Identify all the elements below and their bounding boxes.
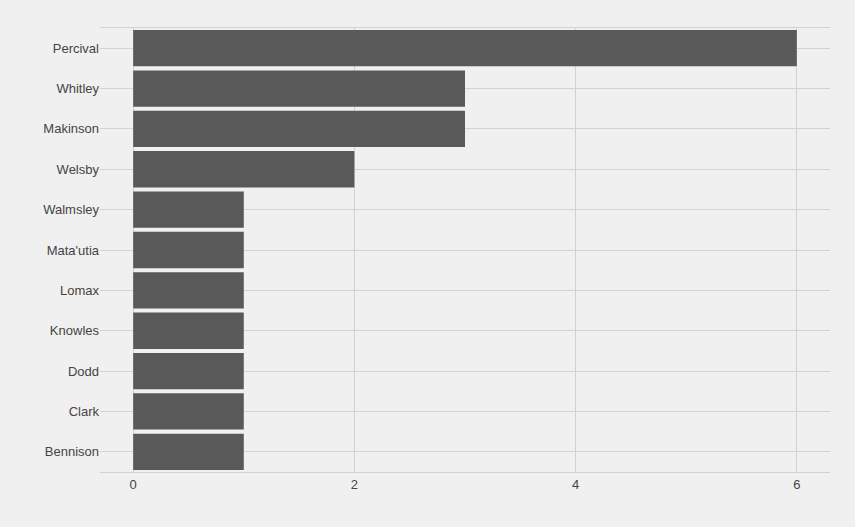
svg-text:Whitley: Whitley (56, 81, 99, 96)
svg-text:Bennison: Bennison (45, 444, 99, 459)
svg-text:6: 6 (793, 477, 800, 492)
svg-text:Mata'utia: Mata'utia (47, 243, 100, 258)
svg-text:Welsby: Welsby (57, 162, 100, 177)
svg-text:Makinson: Makinson (43, 121, 99, 136)
svg-text:Walmsley: Walmsley (43, 202, 99, 217)
svg-text:2: 2 (351, 477, 358, 492)
svg-text:Percival: Percival (53, 41, 99, 56)
svg-text:Dodd: Dodd (68, 364, 99, 379)
svg-text:0: 0 (130, 477, 137, 492)
svg-text:Clark: Clark (69, 404, 100, 419)
svg-text:Lomax: Lomax (60, 283, 100, 298)
svg-text:4: 4 (572, 477, 579, 492)
svg-text:Knowles: Knowles (50, 323, 100, 338)
